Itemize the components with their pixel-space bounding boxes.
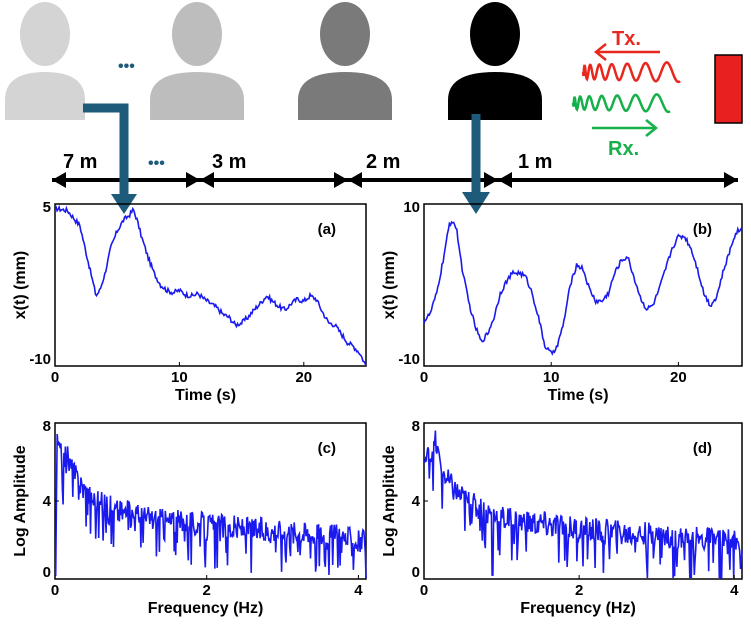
person-1m-icon xyxy=(448,2,542,120)
chart-a-frame xyxy=(54,203,367,367)
tx-label: Tx. xyxy=(612,28,641,50)
person-2m-icon xyxy=(298,2,392,120)
scale-arrowhead-5 xyxy=(334,172,348,188)
chart-c-panel-label: (c) xyxy=(318,440,336,457)
scale-arrowhead-6 xyxy=(484,172,498,188)
chart-d-ylabel: Log Amplitude xyxy=(381,445,398,556)
chart-a-ytick-label-1: -10 xyxy=(29,351,51,368)
chart-b-series-line xyxy=(423,220,743,356)
chart-d-xlabel: Frequency (Hz) xyxy=(520,600,636,617)
chart-b-ytick-label-0: 10 xyxy=(403,199,420,216)
distance-label-7m: 7 m xyxy=(63,151,97,173)
chart-d: 0 2 4 8 4 0 Frequency (Hz) Log Amplitude (d) xyxy=(381,418,743,617)
rx-signal-icon: Rx. xyxy=(571,93,671,160)
chart-d-ytick-label-2: 0 xyxy=(412,564,420,581)
person-3m-icon xyxy=(150,2,244,120)
scale-arrowhead-7 xyxy=(186,172,200,188)
chart-d-xtick-label-0: 0 xyxy=(420,582,428,599)
pointer-arrow-7m xyxy=(83,103,129,196)
chart-c-xtick-label-0: 0 xyxy=(51,582,59,599)
rx-label: Rx. xyxy=(608,138,639,160)
chart-c-xlabel: Frequency (Hz) xyxy=(148,600,264,617)
pointer-arrowhead-1m xyxy=(462,192,490,214)
chart-b-panel-label: (b) xyxy=(693,221,712,238)
chart-a: 0 10 20 5 -10 Time (s) x(t) (mm) (a) xyxy=(12,199,367,404)
chart-d-ytick-label-1: 4 xyxy=(412,493,421,510)
chart-c-ytick-label-0: 8 xyxy=(43,418,51,435)
chart-a-xlabel: Time (s) xyxy=(175,387,236,404)
scene-illustration: ••• Tx. Rx. 7 m ••• xyxy=(5,2,743,214)
chart-b-ytick-label-1: -10 xyxy=(398,351,420,368)
chart-b: 0 10 20 10 -10 Time (s) x(t) (mm) (b) xyxy=(381,199,743,404)
chart-b-frame xyxy=(423,203,743,367)
distance-label-2m: 2 m xyxy=(366,151,400,173)
person-7m-icon xyxy=(5,2,85,120)
scale-arrowhead-0 xyxy=(52,172,66,188)
ellipsis-scale: ••• xyxy=(148,155,165,172)
scale-arrowhead-3 xyxy=(348,172,362,188)
radar-device-icon xyxy=(714,54,743,124)
chart-d-panel-label: (d) xyxy=(693,440,712,457)
chart-d-series-line xyxy=(424,430,743,579)
chart-a-xtick-label-1: 10 xyxy=(171,369,188,386)
chart-d-xtick-label-2: 4 xyxy=(730,582,739,599)
distance-label-1m: 1 m xyxy=(518,151,552,173)
ellipsis-top: ••• xyxy=(118,58,135,75)
chart-a-xtick-label-0: 0 xyxy=(51,369,59,386)
chart-d-ytick-label-0: 8 xyxy=(412,418,420,435)
chart-c-series-line xyxy=(54,433,367,579)
chart-c: 0 2 4 8 4 0 Frequency (Hz) Log Amplitude (c) xyxy=(12,418,367,617)
chart-b-xtick-label-0: 0 xyxy=(420,369,428,386)
scale-arrowhead-2 xyxy=(200,172,214,188)
tx-signal-icon: Tx. xyxy=(581,28,681,84)
chart-a-ylabel: x(t) (mm) xyxy=(12,251,29,319)
chart-a-xtick-label-2: 20 xyxy=(295,369,312,386)
chart-a-panel-label: (a) xyxy=(318,221,336,238)
chart-b-xtick-label-1: 10 xyxy=(543,369,560,386)
chart-c-ylabel: Log Amplitude xyxy=(12,445,29,556)
chart-c-xtick-label-2: 4 xyxy=(354,582,363,599)
chart-b-ylabel: x(t) (mm) xyxy=(381,251,398,319)
chart-d-xtick-label-1: 2 xyxy=(575,582,583,599)
chart-c-xtick-label-1: 2 xyxy=(203,582,211,599)
chart-a-ytick-label-0: 5 xyxy=(43,199,51,216)
distance-label-3m: 3 m xyxy=(212,151,246,173)
scale-arrowhead-4 xyxy=(498,172,512,188)
distance-arrowheads xyxy=(52,172,738,188)
pointer-arrows xyxy=(83,103,490,214)
chart-b-xlabel: Time (s) xyxy=(547,387,608,404)
scale-arrowhead-1 xyxy=(724,172,738,188)
chart-c-ytick-label-1: 4 xyxy=(43,493,52,510)
chart-c-ytick-label-2: 0 xyxy=(43,564,51,581)
chart-a-series-line xyxy=(54,204,367,366)
chart-b-xtick-label-2: 20 xyxy=(670,369,687,386)
